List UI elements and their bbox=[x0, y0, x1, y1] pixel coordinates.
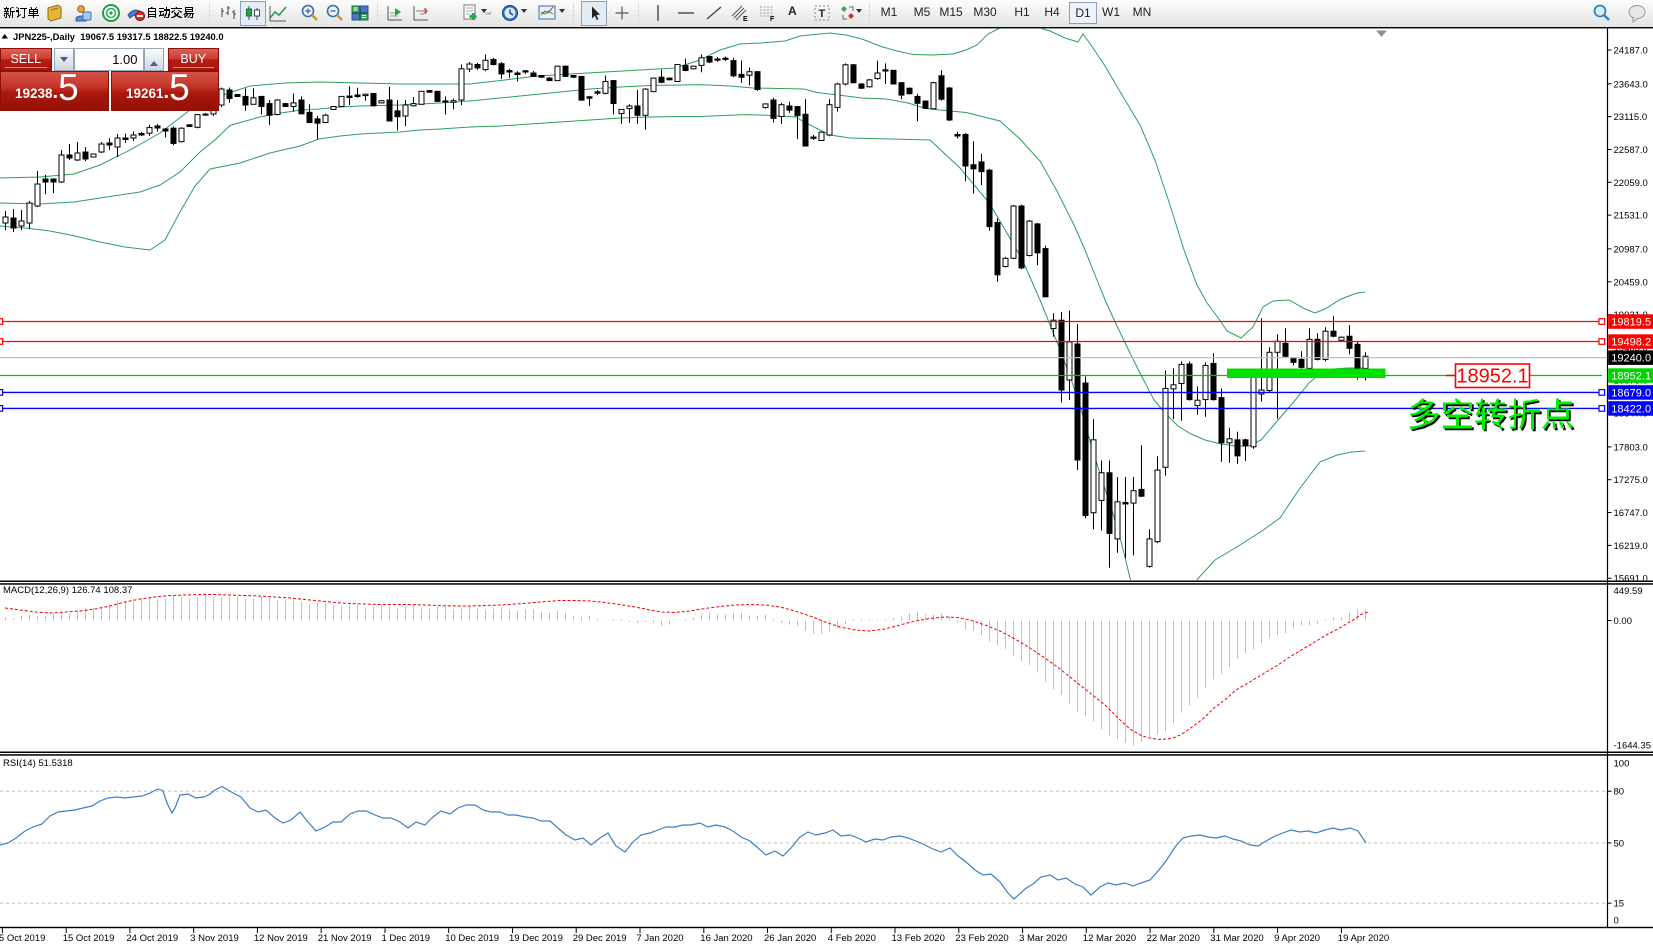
svg-text:100: 100 bbox=[1614, 759, 1630, 770]
svg-text:16219.0: 16219.0 bbox=[1614, 541, 1648, 552]
svg-text:23 Feb 2020: 23 Feb 2020 bbox=[955, 933, 1008, 944]
svg-text:MACD(12,26,9) 126.74 108.37: MACD(12,26,9) 126.74 108.37 bbox=[3, 585, 132, 596]
svg-text:26 Jan 2020: 26 Jan 2020 bbox=[764, 933, 816, 944]
svg-text:18952.1: 18952.1 bbox=[1611, 371, 1651, 383]
svg-text:31 Mar 2020: 31 Mar 2020 bbox=[1210, 933, 1263, 944]
svg-text:19240.0: 19240.0 bbox=[1611, 353, 1651, 365]
svg-text:4 Feb 2020: 4 Feb 2020 bbox=[828, 933, 876, 944]
svg-text:3 Nov 2019: 3 Nov 2019 bbox=[190, 933, 239, 944]
svg-text:1 Dec 2019: 1 Dec 2019 bbox=[382, 933, 431, 944]
svg-text:22 Mar 2020: 22 Mar 2020 bbox=[1147, 933, 1200, 944]
svg-text:T: T bbox=[819, 8, 826, 20]
svg-text:449.59: 449.59 bbox=[1614, 586, 1643, 597]
svg-text:20987.0: 20987.0 bbox=[1614, 244, 1648, 255]
svg-text:JPN225-,Daily 19067.5 19317.5: JPN225-,Daily 19067.5 19317.5 18822.5 19… bbox=[13, 31, 224, 42]
svg-text:17275.0: 17275.0 bbox=[1614, 475, 1648, 486]
svg-text:20459.0: 20459.0 bbox=[1614, 277, 1648, 288]
svg-text:18952.1: 18952.1 bbox=[1456, 366, 1528, 388]
svg-text:17803.0: 17803.0 bbox=[1614, 442, 1648, 453]
svg-text:15 Oct 2019: 15 Oct 2019 bbox=[63, 933, 115, 944]
svg-text:19 Apr 2020: 19 Apr 2020 bbox=[1338, 933, 1389, 944]
svg-text:19 Dec 2019: 19 Dec 2019 bbox=[509, 933, 563, 944]
svg-text:15: 15 bbox=[1614, 899, 1625, 910]
svg-text:22059.0: 22059.0 bbox=[1614, 178, 1648, 189]
svg-text:13 Feb 2020: 13 Feb 2020 bbox=[892, 933, 945, 944]
svg-text:24 Oct 2019: 24 Oct 2019 bbox=[126, 933, 178, 944]
svg-text:12 Nov 2019: 12 Nov 2019 bbox=[254, 933, 308, 944]
svg-text:10 Dec 2019: 10 Dec 2019 bbox=[445, 933, 499, 944]
svg-text:RSI(14) 51.5318: RSI(14) 51.5318 bbox=[3, 758, 73, 769]
svg-text:22587.0: 22587.0 bbox=[1614, 145, 1648, 156]
svg-text:0.00: 0.00 bbox=[1614, 616, 1633, 627]
svg-text:-1644.35: -1644.35 bbox=[1614, 741, 1652, 752]
svg-text:19498.2: 19498.2 bbox=[1611, 337, 1651, 349]
svg-text:F: F bbox=[770, 16, 775, 23]
svg-text:50: 50 bbox=[1614, 838, 1625, 849]
svg-text:80: 80 bbox=[1614, 787, 1625, 798]
svg-text:29 Dec 2019: 29 Dec 2019 bbox=[573, 933, 627, 944]
svg-text:21 Nov 2019: 21 Nov 2019 bbox=[318, 933, 372, 944]
svg-text:3 Mar 2020: 3 Mar 2020 bbox=[1019, 933, 1067, 944]
svg-text:19819.5: 19819.5 bbox=[1611, 317, 1651, 329]
svg-text:15691.0: 15691.0 bbox=[1614, 574, 1648, 585]
svg-text:16 Jan 2020: 16 Jan 2020 bbox=[700, 933, 752, 944]
svg-text:23115.0: 23115.0 bbox=[1614, 112, 1648, 123]
svg-text:7 Jan 2020: 7 Jan 2020 bbox=[637, 933, 684, 944]
svg-text:E: E bbox=[743, 16, 748, 23]
svg-text:5 Oct 2019: 5 Oct 2019 bbox=[0, 933, 45, 944]
svg-text:21531.0: 21531.0 bbox=[1614, 211, 1648, 222]
svg-text:16747.0: 16747.0 bbox=[1614, 508, 1648, 519]
svg-text:9 Apr 2020: 9 Apr 2020 bbox=[1274, 933, 1320, 944]
svg-text:23643.0: 23643.0 bbox=[1614, 79, 1648, 90]
svg-text:12 Mar 2020: 12 Mar 2020 bbox=[1083, 933, 1136, 944]
svg-text:18422.0: 18422.0 bbox=[1611, 403, 1651, 415]
svg-text:18679.0: 18679.0 bbox=[1611, 387, 1651, 399]
svg-text:24187.0: 24187.0 bbox=[1614, 46, 1648, 57]
svg-text:0: 0 bbox=[1614, 916, 1619, 927]
